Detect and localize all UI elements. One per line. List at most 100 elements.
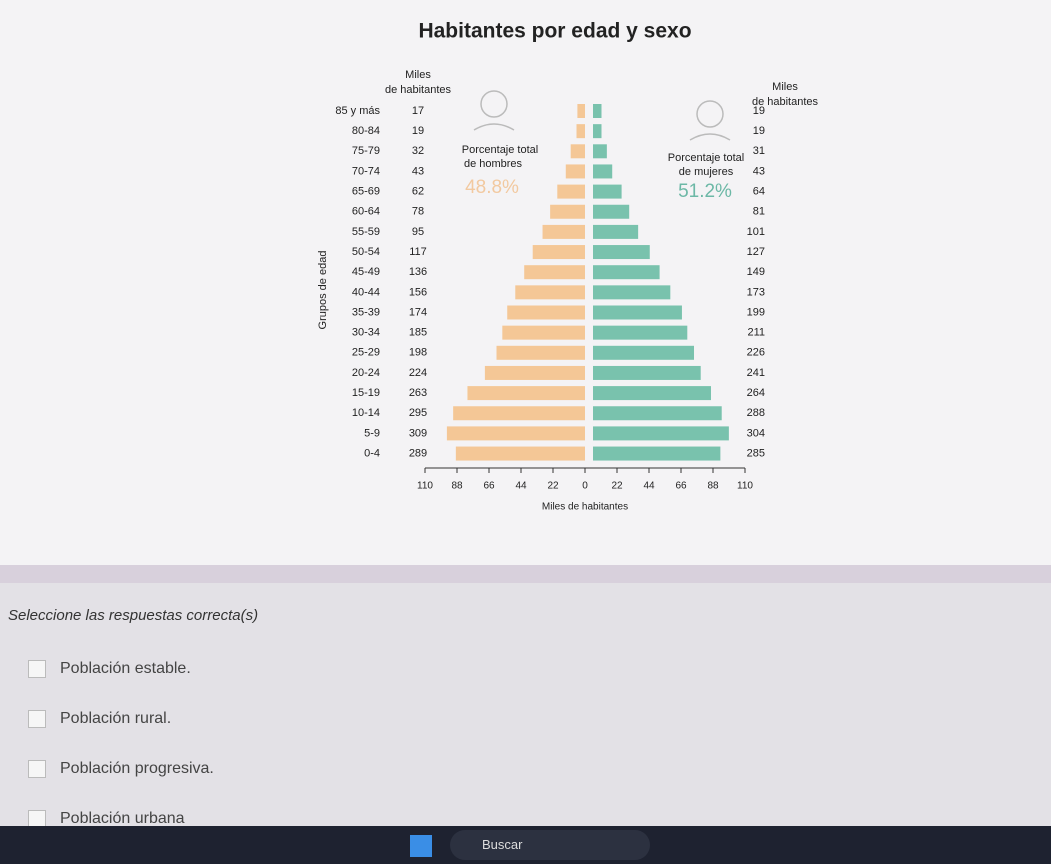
content-area (0, 0, 1051, 565)
y-axis-title: Grupos de edad (317, 251, 329, 330)
option[interactable]: Población estable. (28, 660, 191, 678)
value-label: 198 (409, 347, 427, 359)
bar (515, 285, 585, 300)
y-tick-label: 25-29 (352, 347, 380, 359)
value-label: 263 (409, 387, 427, 399)
y-tick-label: 65-69 (352, 186, 380, 198)
value-label: 19 (412, 125, 424, 137)
value-label: 32 (412, 145, 424, 157)
y-tick-label: 0-4 (364, 447, 380, 459)
annotation: de hombres (464, 158, 523, 170)
unit-label: de habitantes (385, 84, 452, 96)
y-tick-label: 35-39 (352, 306, 380, 318)
y-tick-label: 20-24 (352, 367, 380, 379)
bar (570, 144, 585, 159)
bar (542, 224, 585, 239)
bar (593, 265, 660, 280)
bar (446, 426, 585, 441)
annotation: Porcentaje total (462, 144, 538, 156)
value-label: 309 (409, 427, 427, 439)
x-tick-label: 44 (515, 481, 527, 492)
value-label: 81 (753, 206, 765, 218)
value-label: 78 (412, 206, 424, 218)
search-box[interactable]: Buscar (450, 830, 650, 860)
y-tick-label: 45-49 (352, 266, 380, 278)
bar (593, 204, 630, 219)
bar (532, 245, 585, 260)
option[interactable]: Población progresiva. (28, 760, 214, 778)
option[interactable]: Población rural. (28, 710, 171, 728)
x-tick-label: 22 (611, 481, 623, 492)
checkbox[interactable] (28, 710, 46, 728)
start-button[interactable] (410, 835, 432, 857)
y-tick-label: 5-9 (364, 427, 380, 439)
bar (576, 124, 585, 139)
value-label: 43 (753, 165, 765, 177)
value-label: 224 (409, 367, 427, 379)
bar (593, 184, 622, 199)
option[interactable]: Población urbana (28, 810, 185, 828)
divider (0, 565, 1051, 583)
value-label: 117 (409, 246, 427, 258)
value-label: 241 (747, 367, 765, 379)
checkbox[interactable] (28, 660, 46, 678)
value-label: 101 (747, 226, 765, 238)
y-tick-label: 75-79 (352, 145, 380, 157)
bar (557, 184, 585, 199)
value-label: 285 (747, 447, 765, 459)
value-label: 19 (753, 125, 765, 137)
y-tick-label: 30-34 (352, 327, 380, 339)
y-tick-label: 80-84 (352, 125, 380, 137)
checkbox[interactable] (28, 760, 46, 778)
bar (593, 245, 650, 260)
value-label: 43 (412, 165, 424, 177)
value-label: 211 (747, 327, 765, 339)
x-tick-label: 0 (582, 481, 588, 492)
bar (593, 164, 613, 179)
bar (550, 204, 585, 219)
x-tick-label: 88 (707, 481, 719, 492)
y-tick-label: 55-59 (352, 226, 380, 238)
bar (455, 446, 585, 461)
bar (593, 124, 602, 139)
value-label: 95 (412, 226, 424, 238)
annotation: Porcentaje total (668, 152, 744, 164)
taskbar: Buscar (0, 826, 1051, 864)
bar (453, 406, 585, 421)
bar (593, 386, 711, 401)
value-label: 149 (747, 266, 765, 278)
unit-label: Miles (405, 69, 431, 81)
option-label: Población progresiva. (60, 760, 214, 777)
bar (593, 305, 682, 320)
x-tick-label: 66 (675, 481, 687, 492)
option-label: Población rural. (60, 710, 172, 727)
bar (593, 224, 639, 239)
y-tick-label: 10-14 (352, 407, 380, 419)
bar (507, 305, 585, 320)
value-label: 174 (409, 306, 427, 318)
value-label: 288 (747, 407, 765, 419)
value-label: 304 (747, 427, 765, 439)
value-label: 185 (409, 327, 427, 339)
y-tick-label: 50-54 (352, 246, 380, 258)
bar (593, 144, 607, 159)
y-tick-label: 70-74 (352, 165, 380, 177)
value-label: 173 (747, 286, 765, 298)
bar (593, 446, 721, 461)
y-tick-label: 85 y más (335, 105, 380, 117)
option-label: Población urbana (60, 810, 185, 827)
bar (565, 164, 585, 179)
bar (577, 104, 585, 118)
value-label: 17 (412, 105, 424, 117)
annotation: de mujeres (679, 166, 734, 178)
value-label: 199 (747, 306, 765, 318)
value-label: 295 (409, 407, 427, 419)
y-tick-label: 15-19 (352, 387, 380, 399)
value-label: 264 (747, 387, 765, 399)
value-label: 289 (409, 447, 427, 459)
x-tick-label: 22 (547, 481, 559, 492)
chart-title: Habitantes por edad y sexo (418, 20, 691, 43)
value-label: 156 (409, 286, 427, 298)
x-tick-label: 110 (737, 481, 753, 492)
